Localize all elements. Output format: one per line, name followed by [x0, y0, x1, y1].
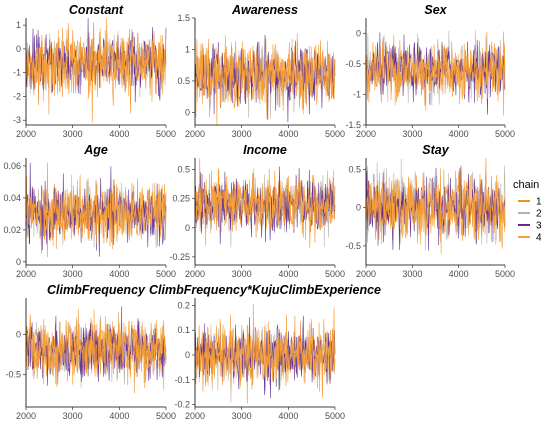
chain-4-trace [194, 33, 336, 126]
x-tick-label: 2000 [356, 269, 376, 279]
y-tick-label: 0.04 [3, 193, 21, 203]
y-tick-label: 0 [185, 223, 190, 233]
x-tick-label: 5000 [495, 129, 515, 139]
panel-title: Sex [424, 3, 447, 17]
y-tick-label: -0.5 [345, 59, 361, 69]
y-tick-label: 0 [356, 203, 361, 213]
chain-4-trace [365, 31, 506, 116]
chain-4-trace [194, 158, 336, 243]
x-tick-label: 3000 [232, 411, 252, 421]
panel-title: ClimbFrequency [47, 283, 146, 297]
chain-3-trace [25, 306, 167, 386]
chain-4-trace [25, 308, 167, 389]
y-tick-label: 0 [16, 329, 21, 339]
x-tick-label: 3000 [63, 269, 83, 279]
x-tick-label: 4000 [449, 269, 469, 279]
trace-panel: Stay 0.5 0 -0.5 2000 3000 4000 5000 [345, 143, 515, 279]
legend-label: 3 [536, 221, 542, 232]
x-tick-label: 3000 [402, 269, 422, 279]
trace-panel: Awareness 1.5 1 0.5 0 2000 3000 4000 5000 [177, 3, 345, 139]
chain-4-trace [25, 17, 167, 123]
y-tick-label: 0 [185, 107, 190, 117]
y-tick-label: -0.1 [174, 375, 190, 385]
panel-title: Constant [69, 3, 124, 17]
x-tick-label: 3000 [63, 411, 83, 421]
trace-panel: ClimbFrequency*KujuClimbExperience 0.2 0.1… [149, 283, 381, 421]
panel-title: ClimbFrequency*KujuClimbExperience [149, 283, 381, 297]
x-tick-label: 2000 [185, 411, 205, 421]
y-tick-label: 0 [16, 44, 21, 54]
y-tick-label: 0 [356, 28, 361, 38]
x-tick-label: 3000 [232, 129, 252, 139]
x-tick-label: 5000 [156, 129, 176, 139]
legend-label: 1 [536, 197, 542, 208]
x-tick-label: 3000 [232, 269, 252, 279]
x-tick-label: 5000 [495, 269, 515, 279]
x-tick-label: 3000 [402, 129, 422, 139]
legend-title: chain [513, 179, 539, 191]
x-tick-label: 5000 [156, 269, 176, 279]
x-tick-label: 2000 [185, 269, 205, 279]
x-tick-label: 4000 [278, 129, 298, 139]
x-tick-label: 4000 [278, 411, 298, 421]
x-tick-label: 2000 [16, 129, 36, 139]
trace-panel: Income 0.5 0.25 0 -0.25 2000 3000 4000 5000 [169, 143, 345, 279]
y-tick-label: 1 [16, 20, 21, 30]
y-tick-label: -3 [13, 115, 21, 125]
chain-4-trace [365, 168, 506, 245]
y-tick-label: 0.02 [3, 225, 21, 235]
y-tick-label: -0.5 [5, 370, 21, 380]
x-tick-label: 4000 [449, 129, 469, 139]
legend-label: 2 [536, 209, 542, 220]
y-tick-label: 0.1 [177, 325, 190, 335]
chain-1-trace [25, 22, 167, 115]
y-tick-label: 0.25 [172, 194, 190, 204]
chain-4-trace [25, 162, 167, 247]
y-tick-label: -0.2 [174, 400, 190, 410]
x-tick-label: 5000 [325, 411, 345, 421]
y-tick-label: -1 [353, 89, 361, 99]
panel-title: Age [83, 143, 108, 157]
y-tick-label: -0.25 [169, 252, 190, 262]
y-tick-label: -0.5 [345, 241, 361, 251]
y-tick-label: 0.5 [177, 165, 190, 175]
y-tick-label: -1.5 [345, 120, 361, 130]
x-tick-label: 2000 [185, 129, 205, 139]
y-tick-label: 0.06 [3, 161, 21, 171]
x-tick-label: 4000 [278, 269, 298, 279]
x-tick-label: 2000 [356, 129, 376, 139]
x-tick-label: 4000 [109, 269, 129, 279]
legend-label: 4 [536, 233, 542, 244]
y-tick-label: 0 [16, 257, 21, 267]
y-tick-label: -2 [13, 91, 21, 101]
y-tick-label: 0 [185, 350, 190, 360]
chain-3-trace [194, 166, 336, 245]
trace-panel: Constant 1 0 -1 -2 -3 2000 3000 4000 5000 [13, 3, 176, 139]
y-tick-label: 0.2 [177, 300, 190, 310]
x-tick-label: 5000 [325, 269, 345, 279]
panel-title: Stay [422, 143, 449, 157]
y-tick-label: 1 [185, 44, 190, 54]
x-tick-label: 2000 [16, 269, 36, 279]
y-tick-label: -1 [13, 68, 21, 78]
trace-panel: ClimbFrequency 0 -0.5 2000 3000 4000 5000 [5, 283, 176, 421]
trace-panel: Age 0.06 0.04 0.02 0 2000 3000 4000 5000 [3, 143, 176, 279]
x-tick-label: 2000 [16, 411, 36, 421]
panel-title: Income [243, 143, 287, 157]
x-tick-label: 4000 [109, 411, 129, 421]
x-tick-label: 4000 [109, 129, 129, 139]
y-tick-label: 0.5 [348, 164, 361, 174]
y-tick-label: 0.5 [177, 76, 190, 86]
x-tick-label: 5000 [156, 411, 176, 421]
x-tick-label: 5000 [325, 129, 345, 139]
panel-title: Awareness [231, 3, 298, 17]
chain-4-trace [194, 303, 336, 398]
y-tick-label: 1.5 [177, 13, 190, 23]
x-tick-label: 3000 [63, 129, 83, 139]
